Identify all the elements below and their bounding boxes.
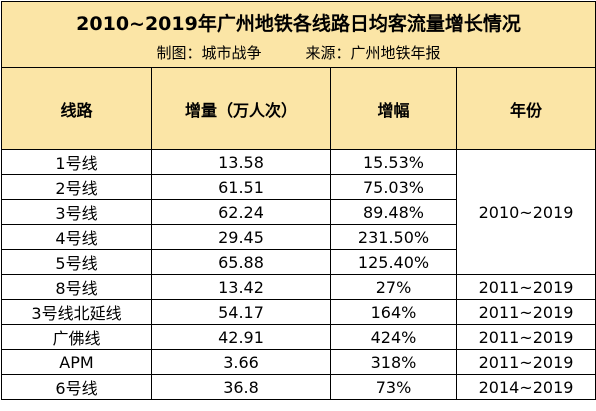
cell-years: 2011~2019	[456, 274, 596, 300]
column-header-increase: 增量（万人次）	[151, 67, 331, 150]
cell-growth: 15.53%	[330, 149, 457, 175]
cell-line: 8号线	[1, 274, 152, 300]
author-credit: 制图：城市战争	[156, 44, 262, 62]
cell-line: 3号线北延线	[1, 299, 152, 325]
source-credit: 来源：广州地铁年报	[305, 44, 441, 62]
cell-increase: 54.17	[151, 299, 331, 325]
table-row: 3号线 62.24 89.48%	[1, 199, 596, 225]
cell-line: APM	[1, 349, 152, 375]
cell-increase: 13.58	[151, 149, 331, 175]
column-header-years: 年份	[456, 67, 596, 150]
cell-growth: 73%	[330, 374, 457, 400]
cell-growth: 89.48%	[330, 199, 457, 225]
cell-increase: 62.24	[151, 199, 331, 225]
cell-line: 5号线	[1, 249, 152, 275]
cell-line: 4号线	[1, 224, 152, 250]
title-row: 2010~2019年广州地铁各线路日均客流量增长情况	[1, 1, 596, 42]
table-row: 3号线北延线 54.17 164% 2011~2019	[1, 299, 596, 325]
cell-growth: 164%	[330, 299, 457, 325]
cell-line: 6号线	[1, 374, 152, 400]
cell-years: 2011~2019	[456, 299, 596, 325]
table-row: 2号线 61.51 75.03%	[1, 174, 596, 200]
cell-growth: 75.03%	[330, 174, 457, 200]
cell-years: 2011~2019	[456, 349, 596, 375]
cell-increase: 65.88	[151, 249, 331, 275]
table-row: 1号线 13.58 15.53% 2010~2019	[1, 149, 596, 275]
table-row: 5号线 65.88 125.40%	[1, 249, 596, 275]
cell-line: 2号线	[1, 174, 152, 200]
cell-years: 2011~2019	[456, 324, 596, 350]
cell-increase: 29.45	[151, 224, 331, 250]
cell-increase: 36.8	[151, 374, 331, 400]
cell-growth: 27%	[330, 274, 457, 300]
table-row: 4号线 29.45 231.50%	[1, 224, 596, 250]
cell-line: 3号线	[1, 199, 152, 225]
ridership-growth-table: 2010~2019年广州地铁各线路日均客流量增长情况 制图：城市战争 来源：广州地…	[1, 1, 596, 400]
header-row: 线路 增量（万人次） 增幅 年份	[1, 67, 596, 150]
cell-line: 1号线	[1, 149, 152, 175]
cell-growth: 125.40%	[330, 249, 457, 275]
subtitle-row: 制图：城市战争 来源：广州地铁年报	[1, 42, 596, 68]
cell-increase: 61.51	[151, 174, 331, 200]
cell-increase: 3.66	[151, 349, 331, 375]
table-row: 8号线 13.42 27% 2011~2019	[1, 274, 596, 300]
cell-increase: 13.42	[151, 274, 331, 300]
table-title: 2010~2019年广州地铁各线路日均客流量增长情况	[1, 1, 596, 42]
column-header-line: 线路	[1, 67, 152, 150]
subtitle: 制图：城市战争 来源：广州地铁年报	[1, 42, 596, 68]
column-header-growth: 增幅	[330, 67, 457, 150]
cell-years: 2014~2019	[456, 374, 596, 400]
table-row: APM 3.66 318% 2011~2019	[1, 349, 596, 375]
cell-growth: 318%	[330, 349, 457, 375]
cell-growth: 424%	[330, 324, 457, 350]
cell-years-merged: 2010~2019	[456, 149, 596, 275]
cell-line: 广佛线	[1, 324, 152, 350]
cell-increase: 42.91	[151, 324, 331, 350]
cell-growth: 231.50%	[330, 224, 457, 250]
table-row: 6号线 36.8 73% 2014~2019	[1, 374, 596, 400]
table-row: 广佛线 42.91 424% 2011~2019	[1, 324, 596, 350]
